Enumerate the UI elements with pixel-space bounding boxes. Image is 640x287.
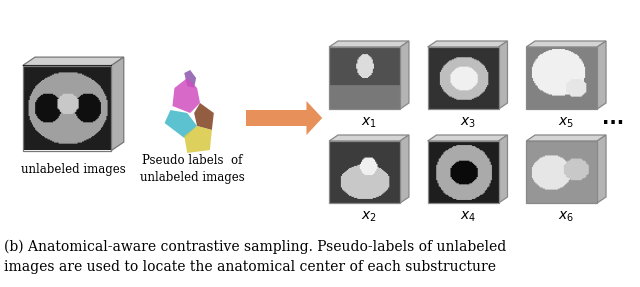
Text: unlabeled images: unlabeled images (21, 162, 125, 175)
Polygon shape (329, 135, 409, 141)
Polygon shape (428, 41, 508, 47)
Text: $x_1$: $x_1$ (361, 116, 377, 130)
Polygon shape (194, 103, 214, 130)
Polygon shape (246, 110, 308, 126)
Polygon shape (499, 135, 508, 203)
Polygon shape (526, 135, 606, 141)
Polygon shape (22, 57, 124, 65)
Polygon shape (400, 135, 409, 203)
Text: $x_2$: $x_2$ (361, 210, 377, 224)
Text: $x_6$: $x_6$ (558, 210, 574, 224)
Polygon shape (499, 41, 508, 109)
Polygon shape (184, 70, 196, 88)
Polygon shape (526, 41, 606, 47)
Polygon shape (184, 126, 212, 153)
Text: ...: ... (602, 108, 624, 127)
Text: (b) Anatomical-aware contrastive sampling. Pseudo-labels of unlabeled
images are: (b) Anatomical-aware contrastive samplin… (4, 240, 506, 274)
Polygon shape (597, 41, 606, 109)
Polygon shape (400, 41, 409, 109)
Polygon shape (597, 135, 606, 203)
Polygon shape (329, 41, 409, 47)
Text: $x_4$: $x_4$ (460, 210, 476, 224)
Polygon shape (428, 135, 508, 141)
Polygon shape (164, 110, 197, 138)
Text: Pseudo labels  of
unlabeled images: Pseudo labels of unlabeled images (140, 154, 244, 183)
Polygon shape (172, 78, 200, 113)
Text: $x_5$: $x_5$ (558, 116, 574, 130)
Polygon shape (111, 57, 124, 150)
Text: $x_3$: $x_3$ (460, 116, 476, 130)
Polygon shape (307, 101, 322, 135)
